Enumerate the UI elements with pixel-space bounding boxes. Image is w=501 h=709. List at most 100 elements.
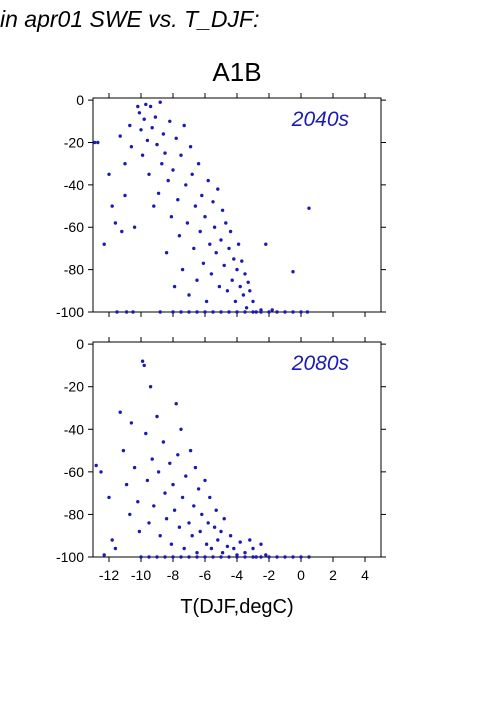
data-point: [224, 221, 228, 225]
data-point: [118, 134, 122, 138]
data-point: [171, 310, 175, 314]
scenario-label: A1B: [212, 57, 262, 87]
data-point: [259, 310, 263, 314]
y-tick-label: -20: [64, 379, 84, 395]
data-point: [208, 242, 212, 246]
data-point: [184, 183, 188, 187]
data-point: [99, 470, 103, 474]
data-point: [195, 278, 199, 282]
data-point: [211, 310, 215, 314]
x-tick-label: 0: [297, 567, 305, 583]
data-point: [225, 544, 230, 549]
data-point: [200, 193, 204, 198]
data-point: [198, 229, 202, 234]
data-point: [144, 431, 148, 436]
data-point: [180, 267, 185, 272]
data-point: [270, 308, 274, 312]
data-point: [123, 162, 127, 166]
data-point: [251, 299, 255, 304]
data-point: [169, 542, 174, 546]
data-point: [132, 465, 137, 470]
data-point: [187, 293, 191, 297]
data-point: [238, 284, 242, 289]
data-point: [211, 200, 215, 204]
data-point: [291, 270, 295, 274]
data-point: [129, 145, 134, 149]
data-point: [161, 440, 166, 444]
data-point: [124, 310, 129, 314]
data-point: [110, 538, 114, 542]
data-point: [203, 478, 207, 483]
data-point: [187, 310, 191, 314]
data-point: [214, 508, 218, 512]
data-point: [248, 538, 252, 542]
data-point: [172, 508, 177, 512]
x-tick-label: -8: [167, 567, 180, 583]
data-point: [254, 310, 258, 314]
data-point: [236, 242, 241, 246]
y-tick-label: -60: [64, 464, 84, 480]
data-point: [208, 495, 212, 500]
data-point: [248, 289, 252, 293]
data-point: [222, 263, 226, 268]
x-tick-label: -10: [131, 567, 151, 583]
data-point: [235, 310, 239, 314]
data-point: [275, 555, 279, 559]
data-point: [179, 153, 183, 157]
data-point: [275, 310, 279, 314]
data-point: [259, 555, 263, 559]
data-point: [188, 448, 193, 453]
data-point: [259, 542, 263, 546]
data-point: [283, 555, 287, 559]
data-point: [182, 546, 186, 551]
data-point: [128, 123, 132, 128]
data-point: [140, 359, 145, 363]
data-point: [291, 310, 295, 314]
panel-2040s: 0 -20 -40 -60 -80 -100 2040s: [56, 92, 386, 320]
data-point: [307, 555, 311, 559]
data-point: [136, 104, 140, 109]
data-point: [228, 534, 233, 538]
data-point: [163, 151, 167, 155]
data-point: [153, 115, 158, 119]
data-point: [179, 555, 183, 559]
data-point: [254, 555, 258, 559]
data-point: [145, 478, 150, 483]
data-point: [195, 551, 199, 555]
y-tick-label: 0: [76, 336, 84, 352]
data-point: [283, 310, 287, 314]
data-point: [264, 553, 268, 557]
data-point: [110, 204, 114, 208]
data-point: [233, 299, 238, 304]
data-point: [190, 534, 194, 538]
data-point: [115, 310, 119, 314]
data-point: [219, 238, 223, 242]
data-point: [137, 529, 142, 534]
y-tick-label: -80: [64, 262, 84, 278]
data-point: [203, 555, 207, 559]
data-point: [206, 521, 210, 525]
data-point: [244, 306, 249, 310]
data-point: [179, 427, 183, 431]
data-point: [113, 221, 118, 225]
data-point: [264, 242, 268, 246]
data-point: [96, 140, 100, 145]
x-tick-label: -2: [263, 567, 276, 583]
data-point: [166, 178, 170, 183]
data-point: [243, 310, 247, 314]
data-point: [193, 465, 198, 470]
data-point: [185, 221, 190, 225]
data-point: [164, 517, 169, 521]
data-point: [227, 555, 231, 559]
data-point: [246, 280, 250, 284]
data-point: [220, 551, 225, 555]
data-point: [214, 251, 218, 255]
data-point: [198, 529, 202, 534]
data-point: [217, 284, 222, 289]
data-point: [172, 284, 177, 289]
data-point: [227, 246, 231, 251]
data-point: [240, 259, 244, 263]
data-point: [251, 555, 255, 559]
data-point: [120, 229, 124, 234]
data-point: [182, 123, 186, 128]
